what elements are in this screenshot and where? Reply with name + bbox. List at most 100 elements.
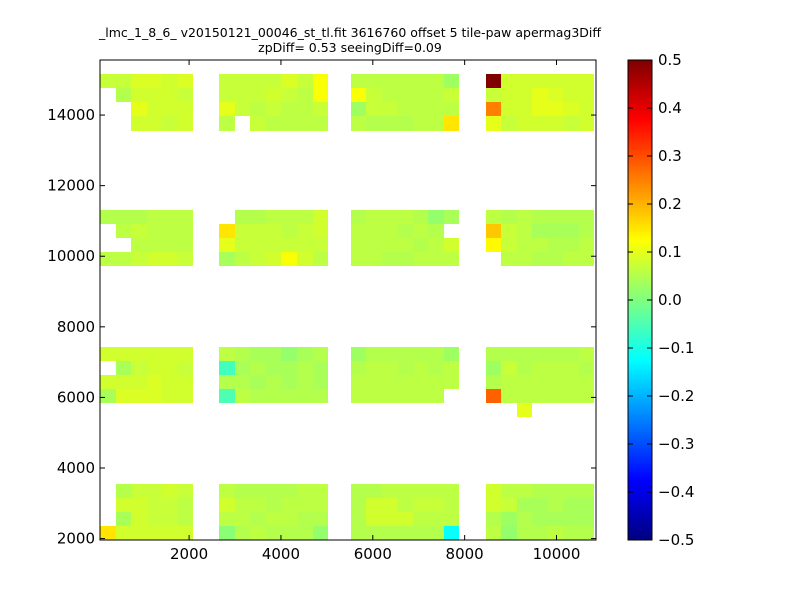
heatmap-cell [131, 389, 147, 403]
heatmap-cell [532, 116, 548, 131]
heatmap-cell [235, 389, 250, 403]
heatmap-cell [250, 116, 266, 131]
heatmap-cell [281, 224, 297, 238]
heatmap-cell [428, 361, 444, 375]
heatmap-cell [444, 88, 459, 102]
heatmap-cell [366, 224, 382, 238]
heatmap-cell [131, 498, 147, 512]
heatmap-cell [219, 88, 235, 102]
heatmap-cell [313, 210, 328, 224]
heatmap-cell [297, 526, 313, 540]
heatmap-cell [100, 526, 116, 540]
heatmap-cell [235, 88, 250, 102]
heatmap-cell [486, 88, 501, 102]
heatmap-cell [116, 224, 131, 238]
heatmap-cell [428, 102, 444, 116]
heatmap-cell [517, 389, 532, 403]
heatmap-cell [100, 347, 116, 361]
heatmap-cell [131, 88, 147, 102]
heatmap-cell [313, 498, 328, 512]
heatmap-cell [116, 512, 131, 526]
heatmap-cell [501, 512, 517, 526]
heatmap-cell [444, 210, 459, 224]
heatmap-cell [131, 224, 147, 238]
heatmap-cell [162, 389, 178, 403]
heatmap-cell [563, 116, 579, 131]
heatmap-cell [266, 88, 281, 102]
heatmap-cell [413, 74, 428, 88]
heatmap-cell [413, 526, 428, 540]
heatmap-cell [382, 512, 397, 526]
heatmap-cell [413, 498, 428, 512]
heatmap-cell [178, 498, 193, 512]
heatmap-cell [413, 224, 428, 238]
heatmap-cell [281, 389, 297, 403]
heatmap-cell [548, 224, 563, 238]
colorbar-tick-label: −0.4 [658, 483, 694, 501]
heatmap-cell [579, 484, 594, 498]
heatmap-cell [147, 347, 162, 361]
heatmap-cell [444, 484, 459, 498]
heatmap-cell [351, 224, 366, 238]
heatmap-cell [501, 224, 517, 238]
heatmap-cell [548, 238, 563, 252]
heatmap-cell [351, 102, 366, 116]
heatmap-cell [219, 375, 235, 389]
heatmap-cell [131, 375, 147, 389]
heatmap-cell [131, 484, 147, 498]
heatmap-cell [116, 361, 131, 375]
heatmap-cell [351, 361, 366, 375]
heatmap-cell [444, 252, 459, 266]
heatmap-cell [366, 238, 382, 252]
heatmap-cell [313, 102, 328, 116]
heatmap-cell [281, 498, 297, 512]
heatmap-cell [281, 116, 297, 131]
heatmap-cell [250, 361, 266, 375]
x-tick-label: 8000 [446, 545, 484, 563]
heatmap-cell [486, 526, 501, 540]
heatmap-cell [235, 224, 250, 238]
colorbar-tick-label: −0.3 [658, 435, 694, 453]
heatmap-cell [116, 88, 131, 102]
heatmap-cell [366, 361, 382, 375]
heatmap-cell [486, 210, 501, 224]
heatmap-cell [366, 102, 382, 116]
heatmap-cell [116, 252, 131, 266]
heatmap-cell [297, 210, 313, 224]
heatmap-cell [563, 498, 579, 512]
heatmap-cell [563, 375, 579, 389]
heatmap-cell [579, 498, 594, 512]
colorbar-tick-label: 0.4 [658, 99, 682, 117]
heatmap-cell [444, 74, 459, 88]
heatmap-cell [351, 238, 366, 252]
heatmap-cell [250, 526, 266, 540]
heatmap-cell [501, 88, 517, 102]
heatmap-cell [501, 74, 517, 88]
heatmap-cell [413, 210, 428, 224]
heatmap-cell [162, 347, 178, 361]
heatmap-cell [428, 210, 444, 224]
heatmap-cell [178, 102, 193, 116]
heatmap-cell [116, 498, 131, 512]
heatmap-cell [517, 375, 532, 389]
heatmap-cell [313, 484, 328, 498]
heatmap-cell [579, 361, 594, 375]
heatmap-cell [579, 389, 594, 403]
heatmap-cell [428, 252, 444, 266]
heatmap-cell [366, 347, 382, 361]
heatmap-cell [563, 238, 579, 252]
heatmap-cell [162, 88, 178, 102]
heatmap-cell [517, 361, 532, 375]
heatmap-cell [219, 498, 235, 512]
heatmap-cell [548, 347, 563, 361]
colorbar-tick-label: 0.2 [658, 195, 682, 213]
heatmap-cell [532, 210, 548, 224]
heatmap-cell [178, 116, 193, 131]
heatmap-cell [444, 512, 459, 526]
heatmap-cell [219, 347, 235, 361]
heatmap-cell [219, 389, 235, 403]
heatmap-cell [382, 102, 397, 116]
heatmap-cell [517, 252, 532, 266]
heatmap-cell [266, 252, 281, 266]
